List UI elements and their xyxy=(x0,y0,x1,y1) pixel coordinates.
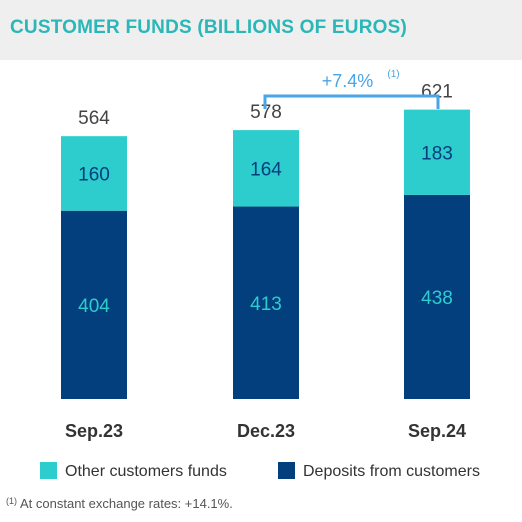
legend-swatch-other xyxy=(40,462,57,479)
data-label-other-1: 164 xyxy=(250,159,282,180)
chart-title: CUSTOMER FUNDS (BILLIONS OF EUROS) xyxy=(10,17,408,38)
legend-label-deposits: Deposits from customers xyxy=(303,463,480,480)
data-label-deposits-0: 404 xyxy=(78,296,110,317)
x-tick-label-2: Sep.24 xyxy=(408,421,466,441)
bar-segment-other-1 xyxy=(233,130,299,207)
data-label-deposits-2: 438 xyxy=(421,288,453,309)
bar-segment-deposits-0 xyxy=(61,210,127,399)
footnote-marker: (1) xyxy=(6,496,17,506)
bar-segment-deposits-1 xyxy=(233,206,299,399)
legend-swatch-deposits xyxy=(278,462,295,479)
growth-bracket xyxy=(263,94,440,109)
x-tick-label-0: Sep.23 xyxy=(65,421,123,441)
growth-annotation-note: (1) xyxy=(387,69,399,80)
title-bar: CUSTOMER FUNDS (BILLIONS OF EUROS) xyxy=(0,0,522,60)
x-tick-label-1: Dec.23 xyxy=(237,421,295,441)
growth-annotation: +7.4% xyxy=(322,71,374,91)
bar-segment-deposits-2 xyxy=(404,194,470,399)
footnote-text: At constant exchange rates: +14.1%. xyxy=(20,496,233,511)
chart-area: 404160564Sep.23413164578Dec.23438183621S… xyxy=(40,69,480,480)
data-label-other-2: 183 xyxy=(421,143,453,164)
data-label-deposits-1: 413 xyxy=(250,294,282,315)
footnote: (1) At constant exchange rates: +14.1%. xyxy=(6,496,233,511)
total-label-0: 564 xyxy=(78,108,110,129)
bar-segment-other-2 xyxy=(404,109,470,195)
legend-label-other: Other customers funds xyxy=(65,463,227,480)
data-label-other-0: 160 xyxy=(78,164,110,185)
bar-segment-other-0 xyxy=(61,136,127,211)
total-label-1: 578 xyxy=(250,102,282,123)
